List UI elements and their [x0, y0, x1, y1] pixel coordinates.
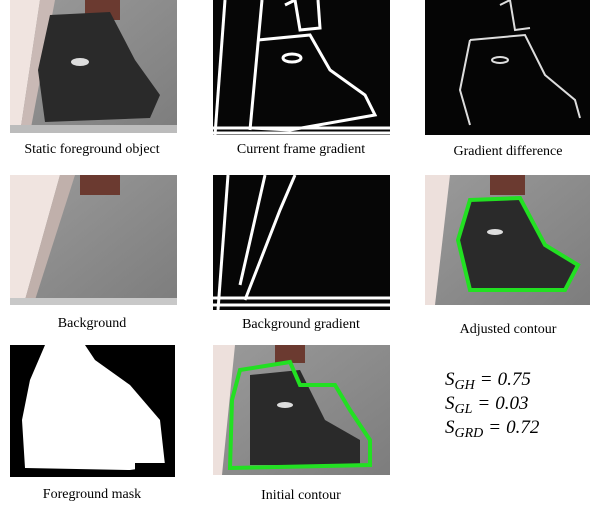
current-gradient — [213, 0, 390, 135]
score: SGH =0.75 — [445, 369, 531, 393]
foreground-mask — [10, 345, 175, 477]
photo-background — [10, 175, 177, 305]
caption: Background — [58, 316, 126, 331]
score-value: 0.75 — [498, 369, 531, 390]
photo-initial-contour — [213, 345, 390, 475]
photo-adjusted-contour — [425, 175, 590, 305]
score-subscript: GL — [455, 402, 473, 417]
score-relation: = — [488, 417, 501, 438]
score-symbol: S — [445, 417, 455, 438]
score-relation: = — [480, 369, 493, 390]
caption: Current frame gradient — [237, 142, 365, 157]
caption: Static foreground object — [24, 142, 159, 157]
score: SGRD =0.72 — [445, 417, 540, 441]
caption: Initial contour — [261, 488, 341, 503]
score-relation: = — [477, 393, 490, 414]
caption: Adjusted contour — [460, 322, 557, 337]
score: SGL =0.03 — [445, 393, 528, 417]
score-value: 0.03 — [495, 393, 528, 414]
score-subscript: GH — [455, 378, 476, 393]
background-gradient — [213, 175, 390, 310]
caption: Gradient difference — [454, 144, 563, 159]
score-symbol: S — [445, 369, 455, 390]
photo-foreground — [10, 0, 177, 133]
score-symbol: S — [445, 393, 455, 414]
gradient-difference — [425, 0, 590, 135]
caption: Background gradient — [242, 317, 360, 332]
score-subscript: GRD — [455, 426, 484, 441]
figure: Static foreground object Current frame g… — [0, 0, 592, 509]
caption: Foreground mask — [43, 487, 141, 502]
score-value: 0.72 — [506, 417, 540, 438]
